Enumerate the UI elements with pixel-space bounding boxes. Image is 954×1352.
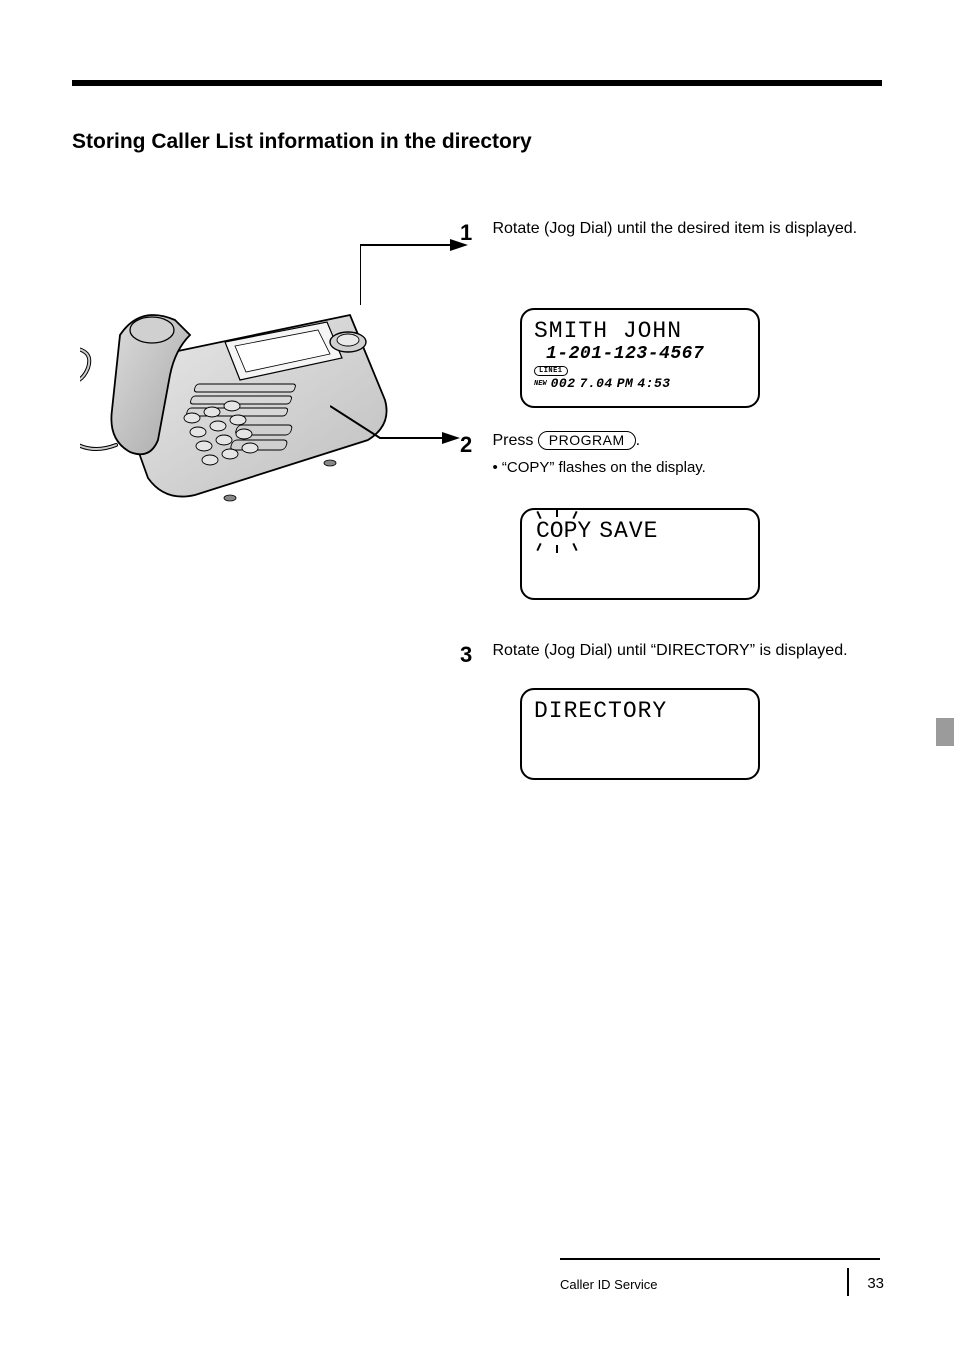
lcd-caller-name: SMITH JOHN — [534, 318, 746, 344]
lcd-new-label: NEW — [534, 380, 547, 388]
lcd-status-row: LINE1 — [534, 366, 746, 376]
lcd-display-1: SMITH JOHN 1-201-123-4567 LINE1 NEW 002 … — [520, 308, 760, 408]
lcd-date: 7.04 — [580, 376, 613, 391]
step-number: 1 — [460, 218, 488, 248]
step-number: 3 — [460, 640, 488, 670]
callout-leader-program — [330, 400, 460, 445]
step-1: 1 Rotate (Jog Dial) until the desired it… — [460, 218, 880, 248]
callout-leader-jogdial — [360, 235, 470, 315]
step-text: Rotate (Jog Dial) until the desired item… — [492, 218, 872, 240]
step-2: 2 Press PROGRAM. • “COPY” flashes on the… — [460, 430, 880, 478]
lcd-directory-text: DIRECTORY — [534, 698, 746, 724]
top-horizontal-rule — [72, 80, 882, 86]
footer-page-number: 33 — [867, 1275, 884, 1292]
lcd-ampm: PM — [617, 376, 634, 391]
step-text: Rotate (Jog Dial) until “DIRECTORY” is d… — [492, 640, 872, 662]
side-tab — [936, 718, 954, 746]
step-text-after: . — [636, 432, 640, 449]
footer-rule — [560, 1258, 880, 1260]
lcd-time: 4:53 — [637, 376, 670, 391]
lcd-display-3: DIRECTORY — [520, 688, 760, 780]
lcd-caller-number: 1-201-123-4567 — [546, 344, 746, 364]
step-text-before: Press — [492, 432, 537, 449]
lcd-copy-flashing: COPY — [534, 518, 593, 544]
step-text: Press PROGRAM. • “COPY” flashes on the d… — [492, 430, 872, 478]
step-sub-bullet: • “COPY” flashes on the display. — [492, 458, 872, 478]
program-button-label: PROGRAM — [538, 431, 636, 450]
lcd-display-2: COPY SAVE — [520, 508, 760, 600]
step-3: 3 Rotate (Jog Dial) until “DIRECTORY” is… — [460, 640, 880, 670]
step-number: 2 — [460, 430, 488, 460]
lcd-save-text: SAVE — [599, 518, 658, 544]
section-title: Storing Caller List information in the d… — [72, 130, 532, 154]
footer-section-label: Caller ID Service — [560, 1277, 880, 1292]
footer-divider — [847, 1268, 849, 1296]
phone-illustration — [80, 280, 400, 510]
lcd-line-badge: LINE1 — [534, 366, 568, 376]
lcd-sequence: 002 — [551, 376, 576, 391]
